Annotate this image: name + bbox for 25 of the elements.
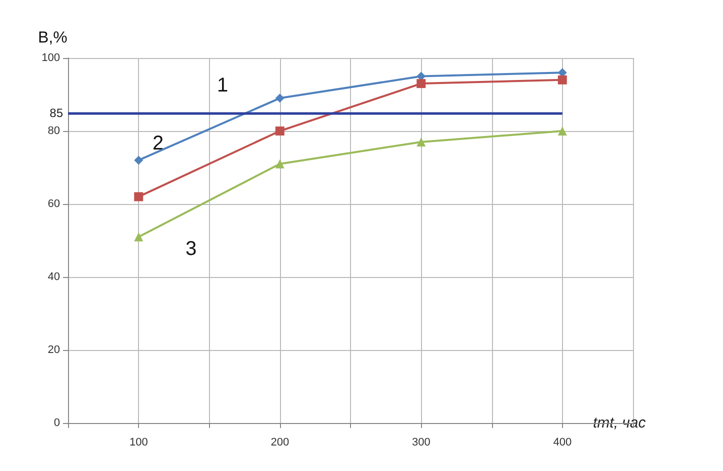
point (134, 156, 144, 165)
annotation: 3 (185, 238, 197, 260)
x-tick-label: 400 (553, 436, 572, 448)
ref-line-label: 85 (50, 106, 64, 120)
point (275, 126, 284, 136)
annotation: 1 (217, 74, 228, 97)
point (134, 192, 144, 202)
point (275, 94, 284, 103)
y-tick-label: 60 (48, 198, 60, 210)
y-tick-label: 100 (42, 52, 60, 64)
point (558, 75, 567, 84)
y-axis-title: B,% (38, 30, 68, 46)
point (416, 137, 426, 146)
y-tick-label: 20 (48, 344, 60, 356)
x-tick-label: 300 (412, 436, 430, 448)
point (134, 232, 144, 242)
y-tick-label: 80 (48, 125, 60, 137)
y-tick-label: 40 (48, 271, 60, 283)
point (558, 126, 567, 136)
point (416, 79, 426, 88)
point (275, 159, 284, 168)
x-tick-label: 200 (270, 436, 290, 448)
y-tick-label: 0 (54, 417, 60, 429)
annotation: 2 (152, 132, 164, 155)
x-tick-label: 100 (129, 436, 148, 448)
